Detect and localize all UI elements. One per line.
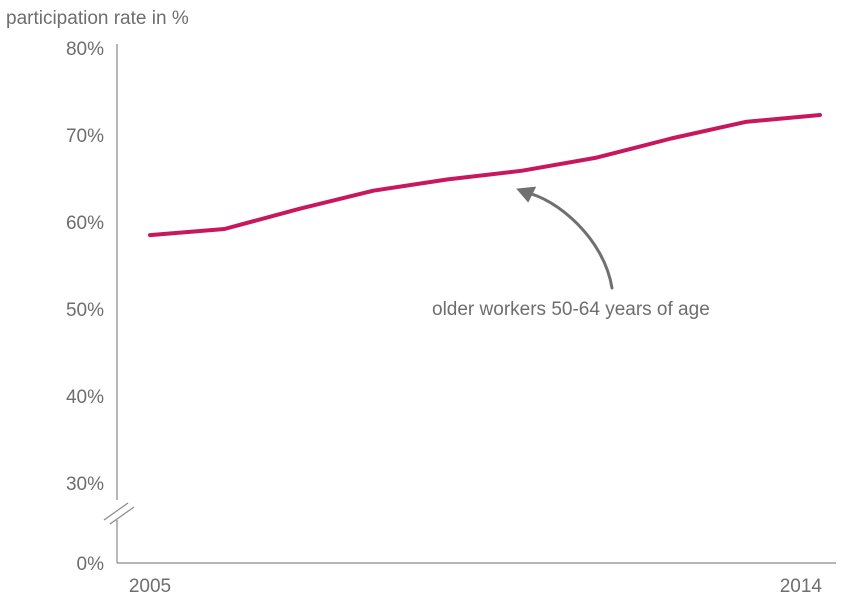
series-line	[148, 113, 822, 238]
y-tick-label: 80%	[66, 39, 104, 60]
x-tick-label: 2014	[780, 576, 823, 597]
y-tick-label: 60%	[66, 213, 104, 234]
y-tick-label: 0%	[77, 554, 105, 575]
y-tick-label: 30%	[66, 474, 104, 495]
y-tick-label: 50%	[66, 300, 104, 321]
annotation-arrow	[524, 191, 614, 290]
axis-break-mark	[109, 506, 135, 525]
y-tick-label: 40%	[66, 387, 104, 408]
axis-break-mark	[103, 502, 129, 521]
annotation: older workers 50-64 years of age	[432, 186, 710, 320]
x-tick-label: 2005	[129, 576, 171, 597]
y-axis: 0% 30% 40% 50% 60% 70% 80%	[66, 39, 135, 575]
series-layer	[148, 113, 822, 238]
chart-title: participation rate in %	[6, 8, 189, 29]
x-axis: 2005 2014	[117, 562, 836, 597]
y-tick-label: 70%	[66, 126, 104, 147]
annotation-arrowhead	[516, 186, 537, 203]
annotation-label: older workers 50-64 years of age	[432, 299, 710, 320]
